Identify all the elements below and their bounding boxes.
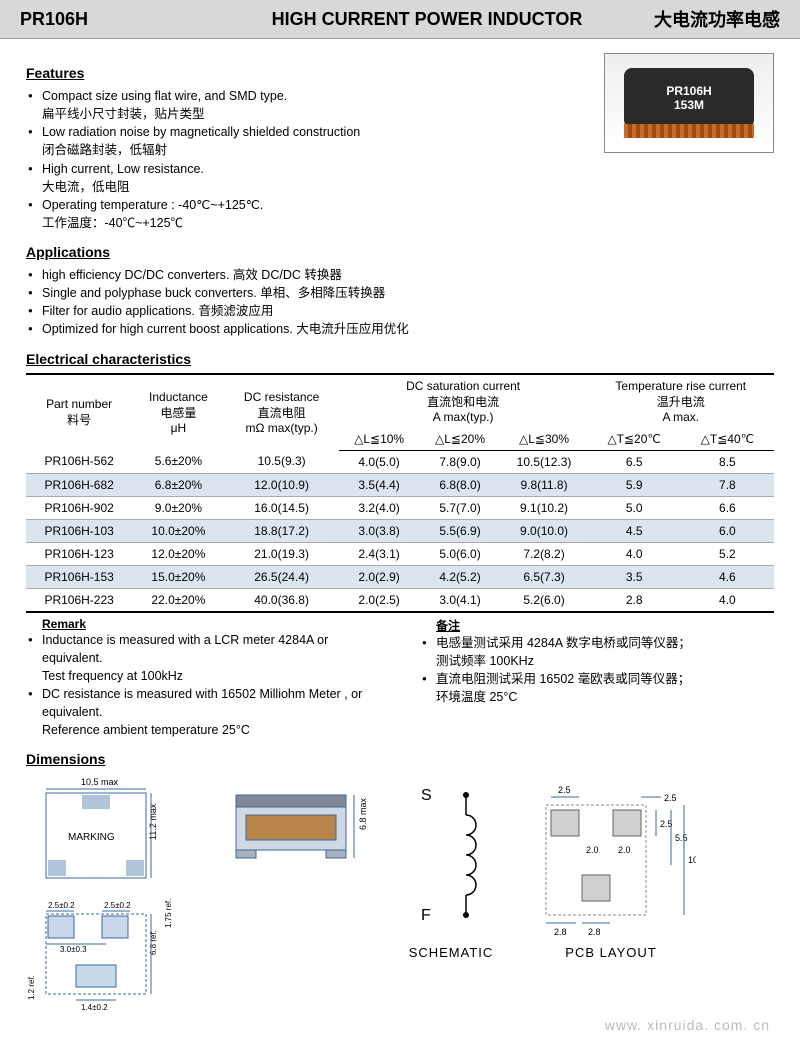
dims-title: Dimensions xyxy=(26,751,774,767)
svg-text:MARKING: MARKING xyxy=(68,832,115,843)
watermark: www. xinruida. com. cn xyxy=(605,1017,770,1033)
dimensions-area: 10.5 max MARKING 11.2 max 2.5±0.2 2.5±0.… xyxy=(26,775,774,1025)
dim-pcb: 2.5 2.5 2.5 5.5 10.8 2.0 2.0 2.8 2.8 xyxy=(526,775,696,945)
svg-text:1.75 ref.: 1.75 ref. xyxy=(164,899,173,928)
applications-title: Applications xyxy=(26,244,774,260)
svg-text:1.4±0.2: 1.4±0.2 xyxy=(81,1003,108,1012)
header-bar: PR106H HIGH CURRENT POWER INDUCTOR 大电流功率… xyxy=(0,0,800,39)
svg-text:2.8: 2.8 xyxy=(554,927,567,937)
product-label-1: PR106H xyxy=(666,84,711,98)
col-dcsat: DC saturation current 直流饱和电流 A max(typ.) xyxy=(339,374,588,428)
feature-item: Low radiation noise by magnetically shie… xyxy=(26,123,594,159)
elec-table: Part number 料号 Inductance 电感量 μH DC resi… xyxy=(26,373,774,613)
table-row: PR106H-10310.0±20%18.8(17.2)3.0(3.8)5.5(… xyxy=(26,519,774,542)
remark-cn-title: 备注 xyxy=(436,617,774,634)
features-list: Compact size using flat wire, and SMD ty… xyxy=(26,87,594,232)
application-item: Optimized for high current boost applica… xyxy=(26,320,774,338)
svg-text:10.5 max: 10.5 max xyxy=(81,777,119,787)
svg-text:10.8: 10.8 xyxy=(688,855,696,865)
table-row: PR106H-22322.0±20%40.0(36.8)2.0(2.5)3.0(… xyxy=(26,588,774,612)
svg-text:2.5±0.2: 2.5±0.2 xyxy=(104,901,131,910)
table-row: PR106H-15315.0±20%26.5(24.4)2.0(2.9)4.2(… xyxy=(26,565,774,588)
svg-text:2.5±0.2: 2.5±0.2 xyxy=(48,901,75,910)
remark-item: DC resistance is measured with 16502 Mil… xyxy=(26,685,380,739)
page-title-cn: 大电流功率电感 xyxy=(654,6,780,32)
svg-text:1.2 ref.: 1.2 ref. xyxy=(27,975,36,1000)
pcb-label: PCB LAYOUT xyxy=(526,945,696,960)
remark-title: Remark xyxy=(42,617,380,631)
svg-text:2.5: 2.5 xyxy=(664,793,677,803)
col-dl20: △L≦20% xyxy=(420,428,501,451)
application-item: Single and polyphase buck converters. 单相… xyxy=(26,284,774,302)
features-title: Features xyxy=(26,65,594,81)
col-dl10: △L≦10% xyxy=(339,428,420,451)
svg-text:11.2 max: 11.2 max xyxy=(148,803,158,840)
col-dl30: △L≦30% xyxy=(500,428,587,451)
feature-item: High current, Low resistance.大电流，低电阻 xyxy=(26,160,594,196)
table-row: PR106H-6826.8±20%12.0(10.9)3.5(4.4)6.8(8… xyxy=(26,473,774,496)
svg-text:2.8: 2.8 xyxy=(588,927,601,937)
table-row: PR106H-9029.0±20%16.0(14.5)3.2(4.0)5.7(7… xyxy=(26,496,774,519)
elec-title: Electrical characteristics xyxy=(26,351,774,367)
schematic-label: SCHEMATIC xyxy=(396,945,506,960)
svg-text:F: F xyxy=(421,907,431,924)
svg-text:2.5: 2.5 xyxy=(558,785,571,795)
table-row: PR106H-12312.0±20%21.0(19.3)2.4(3.1)5.0(… xyxy=(26,542,774,565)
remark-item-cn: 直流电阻测试采用 16502 毫欧表或同等仪器； 环境温度 25°C xyxy=(420,670,774,706)
svg-text:S: S xyxy=(421,787,432,804)
remark-left: Inductance is measured with a LCR meter … xyxy=(26,631,380,740)
product-label-2: 153M xyxy=(674,98,704,112)
col-trise: Temperature rise current 温升电流 A max. xyxy=(588,374,774,428)
dim-side: 6.8 max xyxy=(226,775,376,875)
svg-text:5.5: 5.5 xyxy=(675,833,688,843)
applications-list: high efficiency DC/DC converters. 高效 DC/… xyxy=(26,266,774,339)
col-dt40: △T≦40℃ xyxy=(681,428,774,451)
remark-right: 电感量测试采用 4284A 数字电桥或同等仪器； 测试频率 100KHz直流电阻… xyxy=(420,634,774,707)
svg-text:2.0: 2.0 xyxy=(618,845,631,855)
dim-top-footprint: 10.5 max MARKING 11.2 max 2.5±0.2 2.5±0.… xyxy=(26,775,206,1025)
dim-schematic: S F xyxy=(396,775,506,945)
table-row: PR106H-5625.6±20%10.5(9.3)4.0(5.0)7.8(9.… xyxy=(26,450,774,473)
svg-text:6.8 max: 6.8 max xyxy=(358,798,368,831)
remark-item-cn: 电感量测试采用 4284A 数字电桥或同等仪器； 测试频率 100KHz xyxy=(420,634,774,670)
application-item: high efficiency DC/DC converters. 高效 DC/… xyxy=(26,266,774,284)
page-title: HIGH CURRENT POWER INDUCTOR xyxy=(200,9,654,30)
svg-text:6.8 ref.: 6.8 ref. xyxy=(149,930,158,955)
col-dt20: △T≦20℃ xyxy=(588,428,681,451)
col-ind: Inductance 电感量 μH xyxy=(132,374,224,451)
col-dcr: DC resistance 直流电阻 mΩ max(typ.) xyxy=(225,374,339,451)
product-code: PR106H xyxy=(20,9,200,30)
svg-text:2.0: 2.0 xyxy=(586,845,599,855)
remark-item: Inductance is measured with a LCR meter … xyxy=(26,631,380,685)
product-coil xyxy=(624,124,754,138)
product-image: PR106H 153M xyxy=(604,53,774,153)
col-part: Part number 料号 xyxy=(26,374,132,451)
svg-text:3.0±0.3: 3.0±0.3 xyxy=(60,945,87,954)
feature-item: Operating temperature : -40℃~+125℃.工作温度：… xyxy=(26,196,594,232)
feature-item: Compact size using flat wire, and SMD ty… xyxy=(26,87,594,123)
application-item: Filter for audio applications. 音频滤波应用 xyxy=(26,302,774,320)
